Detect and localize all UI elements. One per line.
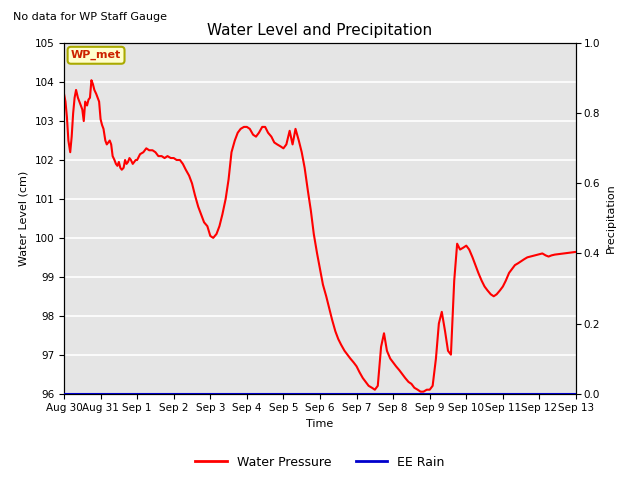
Y-axis label: Water Level (cm): Water Level (cm)	[19, 171, 29, 266]
Text: WP_met: WP_met	[71, 50, 121, 60]
Title: Water Level and Precipitation: Water Level and Precipitation	[207, 23, 433, 38]
Legend: Water Pressure, EE Rain: Water Pressure, EE Rain	[190, 451, 450, 474]
X-axis label: Time: Time	[307, 419, 333, 429]
Text: No data for WP Staff Gauge: No data for WP Staff Gauge	[13, 12, 167, 22]
Y-axis label: Precipitation: Precipitation	[605, 183, 616, 253]
